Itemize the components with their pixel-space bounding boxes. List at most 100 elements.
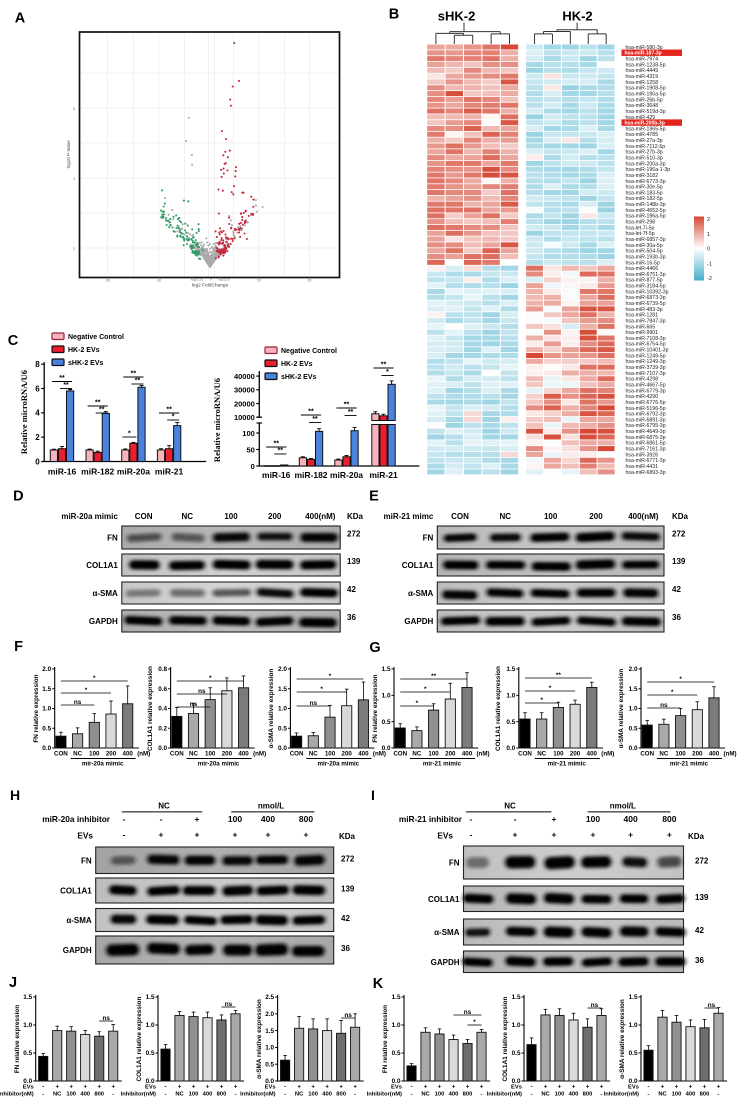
svg-text:200: 200 xyxy=(268,512,282,521)
svg-text:1.0: 1.0 xyxy=(629,1022,638,1029)
svg-text:100: 100 xyxy=(224,512,238,521)
svg-text:0.0: 0.0 xyxy=(265,1078,274,1085)
svg-text:0.5: 0.5 xyxy=(629,725,638,732)
svg-text:KDa: KDa xyxy=(688,832,705,841)
svg-text:NC: NC xyxy=(175,1092,184,1098)
svg-text:-: - xyxy=(354,1092,356,1098)
svg-text:200: 200 xyxy=(445,751,456,758)
svg-text:100: 100 xyxy=(228,814,242,824)
svg-text:1.5: 1.5 xyxy=(506,666,515,673)
svg-text:KDa: KDa xyxy=(347,512,364,521)
svg-text:1.5: 1.5 xyxy=(146,994,155,1001)
svg-text:mir-21 mimic: mir-21 mimic xyxy=(423,761,462,768)
svg-text:139: 139 xyxy=(341,885,355,894)
svg-text:0.0: 0.0 xyxy=(42,745,51,752)
svg-text:2: 2 xyxy=(73,247,75,251)
svg-text:*: * xyxy=(473,1019,476,1026)
svg-text:36: 36 xyxy=(672,613,681,622)
svg-text:mir-20a mimic: mir-20a mimic xyxy=(318,761,360,768)
svg-text:100: 100 xyxy=(189,1092,199,1098)
svg-text:hsa-miR-193b-3p: hsa-miR-193b-3p xyxy=(626,254,666,260)
svg-text:+: + xyxy=(195,814,200,824)
svg-text:hsa-miR-6739-5p: hsa-miR-6739-5p xyxy=(626,301,666,307)
svg-text:1.5: 1.5 xyxy=(42,686,51,693)
svg-text:36: 36 xyxy=(347,613,356,622)
svg-text:-: - xyxy=(481,1092,483,1098)
svg-text:hsa-miR-6776-5p: hsa-miR-6776-5p xyxy=(626,400,666,406)
svg-text:800: 800 xyxy=(662,814,676,824)
svg-text:0.8: 0.8 xyxy=(158,666,167,673)
svg-text:400: 400 xyxy=(80,1092,90,1098)
svg-text:hsa-miR-3182: hsa-miR-3182 xyxy=(626,173,659,179)
svg-text:α-SMA relative expression: α-SMA relative expression xyxy=(618,669,625,749)
svg-text:+: + xyxy=(689,1085,693,1091)
svg-text:hsa-miR-877-5p: hsa-miR-877-5p xyxy=(626,278,663,284)
svg-text:+: + xyxy=(513,830,518,840)
svg-text:Relative microRNA/U6: Relative microRNA/U6 xyxy=(19,370,29,454)
svg-text:+: + xyxy=(233,830,238,840)
svg-text:+: + xyxy=(55,1085,59,1091)
svg-text:K: K xyxy=(373,976,384,992)
svg-text:**: ** xyxy=(135,378,141,385)
svg-text:*: * xyxy=(549,685,552,692)
svg-text:hsa-miR-665: hsa-miR-665 xyxy=(626,324,656,330)
svg-text:hsa-miR-200a-3p: hsa-miR-200a-3p xyxy=(626,161,666,167)
svg-text:+: + xyxy=(552,814,557,824)
svg-text:COL1A1 relative expression: COL1A1 relative expression xyxy=(495,666,502,751)
svg-text:**: ** xyxy=(99,407,105,414)
svg-text:COL1A1: COL1A1 xyxy=(402,561,434,570)
svg-text:D: D xyxy=(13,489,23,505)
svg-text:-20: -20 xyxy=(105,279,110,283)
svg-text:+: + xyxy=(466,1085,470,1091)
svg-text:200: 200 xyxy=(570,751,581,758)
svg-text:G: G xyxy=(369,640,380,656)
svg-text:hsa-let-7f-5p: hsa-let-7f-5p xyxy=(626,231,655,237)
svg-text:8: 8 xyxy=(35,360,40,369)
svg-text:HK-2 EVs: HK-2 EVs xyxy=(68,347,100,354)
svg-text:+: + xyxy=(220,1085,224,1091)
svg-text:0.0: 0.0 xyxy=(506,745,515,752)
svg-text:FN relative expression: FN relative expression xyxy=(33,674,40,742)
svg-text:1.5: 1.5 xyxy=(23,994,32,1001)
svg-text:mir-20a mimic: mir-20a mimic xyxy=(198,761,240,768)
svg-text:(nM): (nM) xyxy=(373,751,386,758)
svg-text:hsa-miR-148b-3p: hsa-miR-148b-3p xyxy=(626,202,666,208)
svg-text:log2(1.5): log2(1.5) xyxy=(218,278,229,282)
svg-text:hsa-miR-3739-3p: hsa-miR-3739-3p xyxy=(626,365,666,371)
svg-text:+: + xyxy=(438,1085,442,1091)
svg-text:I: I xyxy=(371,787,375,803)
svg-text:hsa-miR-3926: hsa-miR-3926 xyxy=(626,452,659,458)
svg-text:ns: ns xyxy=(310,700,318,707)
svg-text:hsa-miR-7161-3p: hsa-miR-7161-3p xyxy=(626,447,666,453)
svg-text:30000: 30000 xyxy=(234,386,255,395)
svg-text:NC: NC xyxy=(295,1092,304,1098)
svg-text:1.0: 1.0 xyxy=(278,706,287,713)
svg-text:-: - xyxy=(648,1085,650,1091)
svg-text:log2(-1.5): log2(-1.5) xyxy=(191,278,203,282)
svg-text:1.0: 1.0 xyxy=(42,706,51,713)
svg-text:+: + xyxy=(717,1085,721,1091)
svg-text:800: 800 xyxy=(94,1092,104,1098)
svg-text:miR-20a: miR-20a xyxy=(330,470,363,480)
svg-text:NC: NC xyxy=(421,1092,430,1098)
svg-text:mir-20a mimic: mir-20a mimic xyxy=(82,761,124,768)
svg-text:-: - xyxy=(648,1092,650,1098)
svg-text:1.0: 1.0 xyxy=(23,1022,32,1029)
svg-text:C: C xyxy=(8,333,19,349)
svg-text:FN relative expression: FN relative expression xyxy=(382,1005,389,1073)
svg-text:NC: NC xyxy=(537,751,546,758)
svg-text:hsa-miR-1258: hsa-miR-1258 xyxy=(626,80,659,86)
svg-text:hsa-miR-183-5p: hsa-miR-183-5p xyxy=(626,190,663,196)
svg-text:hsa-miR-27a-3p: hsa-miR-27a-3p xyxy=(626,138,663,144)
svg-text:2.5: 2.5 xyxy=(265,994,274,1001)
svg-text:hsa-miR-6891-3p: hsa-miR-6891-3p xyxy=(626,417,666,423)
svg-text:+: + xyxy=(667,830,672,840)
svg-text:**: ** xyxy=(166,407,172,414)
svg-text:+: + xyxy=(195,830,200,840)
svg-text:A: A xyxy=(15,11,26,27)
svg-text:0.5: 0.5 xyxy=(506,719,515,726)
svg-text:α-SMA relative expression: α-SMA relative expression xyxy=(256,999,263,1079)
svg-text:hsa-miR-6751-3p: hsa-miR-6751-3p xyxy=(626,272,666,278)
svg-text:1.0: 1.0 xyxy=(629,706,638,713)
svg-text:hsa-miR-1249-5p: hsa-miR-1249-5p xyxy=(626,353,666,359)
